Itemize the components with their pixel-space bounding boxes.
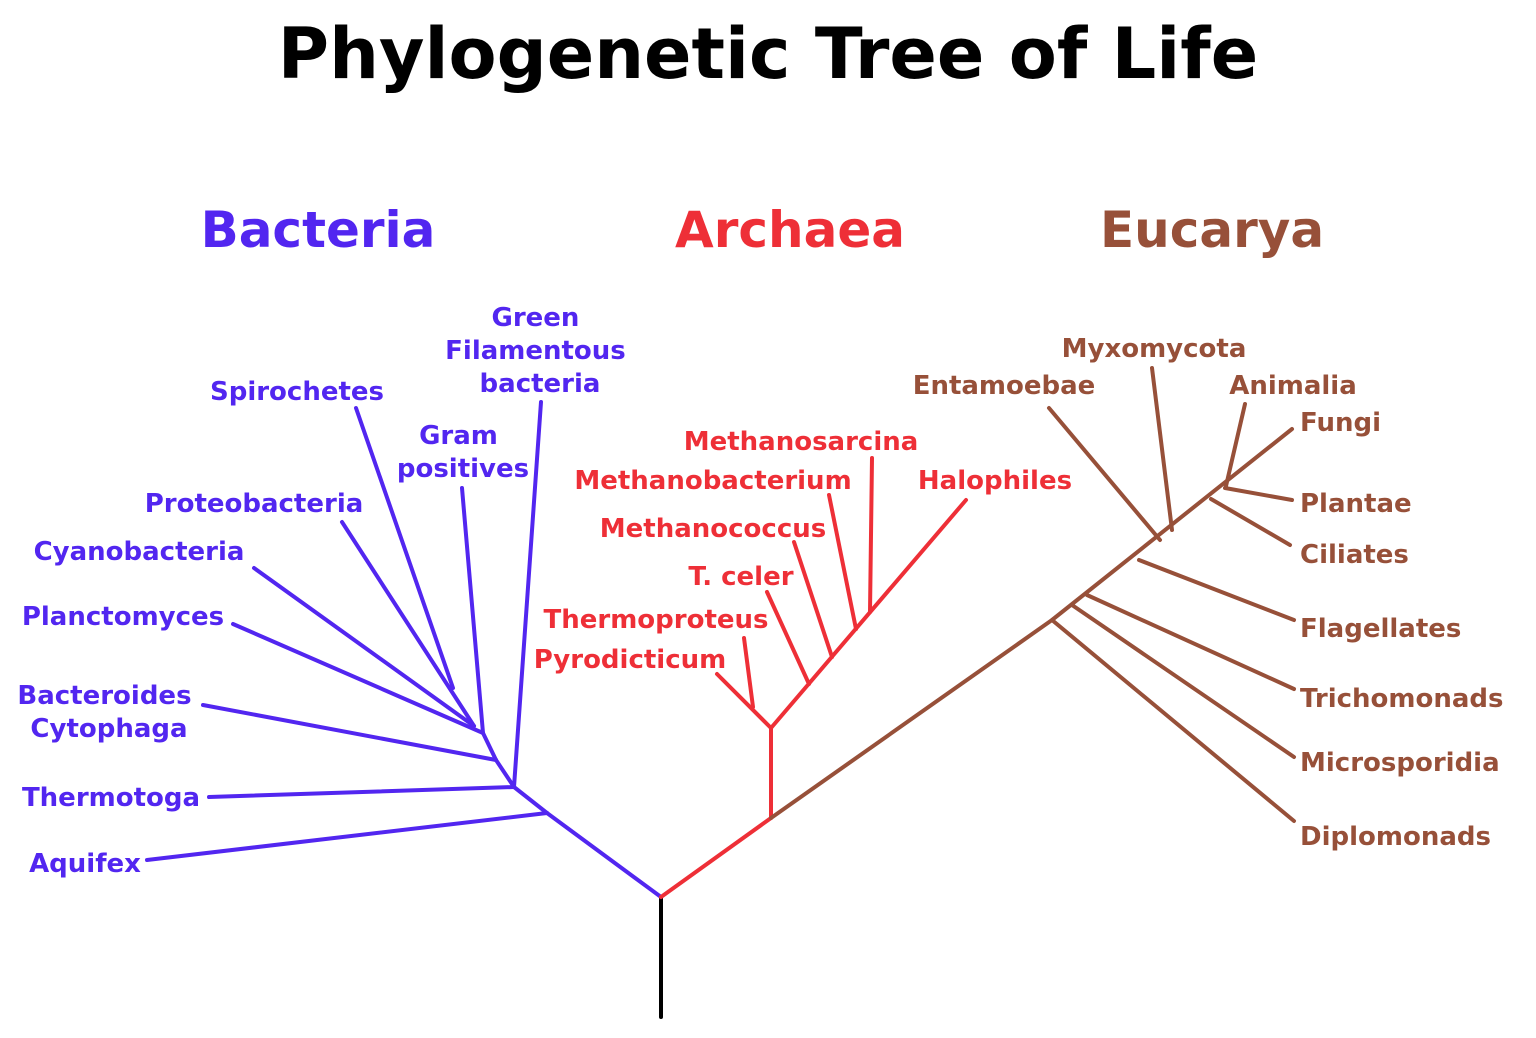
archaea-methanosarcina-branch xyxy=(868,456,874,614)
eucarya-entamoebae-branch xyxy=(1047,406,1162,542)
eucarya-ciliates-branch xyxy=(1209,497,1292,547)
leaf-label-bacteroides-cytophaga: Bacteroides Cytophaga xyxy=(17,681,200,744)
leaf-label-pyrodicticum: Pyrodicticum xyxy=(534,645,726,675)
leaf-label-planctomyces: Planctomyces xyxy=(22,602,224,632)
domain-label-eucarya: Eucarya xyxy=(1100,201,1324,259)
bacteria-upper-trunk xyxy=(494,758,516,789)
leaf-label-proteobacteria: Proteobacteria xyxy=(145,489,364,519)
bacteria-labels: Green Filamentous bacteria Spirochetes G… xyxy=(17,303,635,879)
eucarya-myxomycota-branch xyxy=(1150,366,1174,532)
leaf-label-thermotoga: Thermotoga xyxy=(22,783,200,813)
leaf-label-ciliates: Ciliates xyxy=(1300,540,1409,570)
bacteria-bacteroides-branch xyxy=(201,703,498,762)
bacteria-inner-trunk xyxy=(512,785,549,815)
archaea-trunk-diagonal xyxy=(659,816,773,899)
archaea-t-celer-branch xyxy=(765,590,811,686)
leaf-label-flagellates: Flagellates xyxy=(1300,614,1461,644)
archaea-methanococcus-branch xyxy=(792,540,834,659)
archaea-branches xyxy=(659,456,968,899)
archaea-pyrodicticum-branch xyxy=(715,672,773,730)
bacteria-trunk xyxy=(545,811,663,899)
domain-label-bacteria: Bacteria xyxy=(201,201,436,259)
eucarya-labels: Myxomycota Entamoebae Animalia Fungi Pla… xyxy=(913,334,1504,852)
bacteria-green-filamentous-branch xyxy=(512,400,543,789)
eucarya-trichomonads-branch xyxy=(1085,593,1296,691)
bacteria-cyanobacteria-branch xyxy=(252,566,476,728)
leaf-label-entamoebae: Entamoebae xyxy=(913,371,1096,401)
bacteria-node-trunk xyxy=(481,731,498,762)
leaf-label-thermoproteus: Thermoproteus xyxy=(544,605,769,635)
bacteria-proteobacteria-branch xyxy=(340,520,476,728)
eucarya-plantae-branch xyxy=(1223,486,1294,502)
leaf-label-microsporidia: Microsporidia xyxy=(1300,748,1500,778)
bacteria-planctomyces-branch xyxy=(231,622,485,735)
leaf-label-aquifex: Aquifex xyxy=(29,849,141,879)
leaf-label-methanobacterium: Methanobacterium xyxy=(574,466,851,496)
leaf-label-gram-positives: Gram positives xyxy=(397,421,529,484)
leaf-label-fungi: Fungi xyxy=(1300,408,1381,438)
eucarya-microsporidia-branch xyxy=(1070,603,1296,759)
archaea-main-diagonal xyxy=(769,498,968,730)
eucarya-branches xyxy=(769,366,1296,823)
archaea-methanobacterium-branch xyxy=(827,493,858,631)
bacteria-thermotoga-branch xyxy=(207,785,516,799)
bacteria-aquifex-branch xyxy=(145,811,549,862)
leaf-label-plantae: Plantae xyxy=(1300,489,1412,519)
bacteria-spirochetes-branch xyxy=(354,406,455,690)
leaf-label-spirochetes: Spirochetes xyxy=(210,377,384,407)
leaf-label-myxomycota: Myxomycota xyxy=(1062,334,1247,364)
archaea-thermoproteus-branch xyxy=(742,636,755,709)
archaea-labels: Methanosarcina Methanobacterium Halophil… xyxy=(534,427,1072,675)
leaf-label-green-filamentous: Green Filamentous bacteria xyxy=(445,303,635,399)
leaf-label-animalia: Animalia xyxy=(1229,371,1357,401)
leaf-label-trichomonads: Trichomonads xyxy=(1300,684,1504,714)
bacteria-branches xyxy=(145,400,663,899)
bacteria-gram-positives-branch xyxy=(460,486,485,735)
page-title: Phylogenetic Tree of Life xyxy=(278,13,1258,95)
leaf-label-methanosarcina: Methanosarcina xyxy=(684,427,919,457)
domain-label-archaea: Archaea xyxy=(675,201,905,259)
leaf-label-t-celer: T. celer xyxy=(688,562,793,592)
leaf-label-halophiles: Halophiles xyxy=(918,466,1072,496)
leaf-label-diplomonads: Diplomonads xyxy=(1300,822,1491,852)
leaf-label-cyanobacteria: Cyanobacteria xyxy=(34,537,245,567)
eucarya-flagellates-branch xyxy=(1137,558,1296,622)
eucarya-animalia-branch xyxy=(1224,402,1247,488)
leaf-label-methanococcus: Methanococcus xyxy=(600,514,826,544)
eucarya-diplomonads-branch xyxy=(1050,618,1296,823)
